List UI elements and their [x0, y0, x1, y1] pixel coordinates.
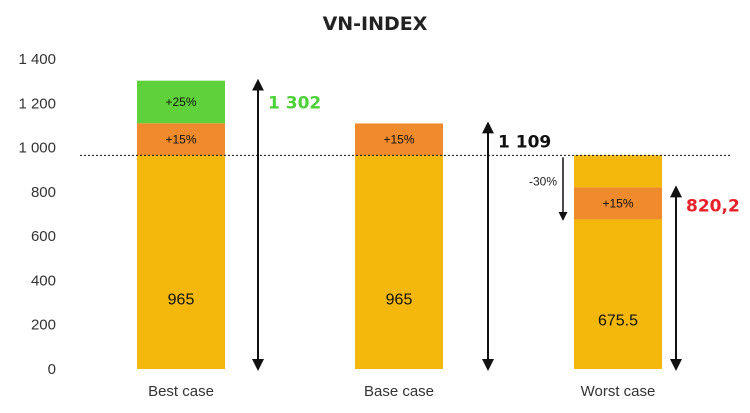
y-tick-label: 1 000: [18, 140, 56, 157]
y-tick-label: 200: [31, 317, 56, 334]
segment-label: 965: [168, 291, 195, 308]
category-label: Best case: [148, 383, 214, 400]
total-label: 1 302: [268, 94, 321, 114]
y-tick-label: 0: [48, 361, 56, 378]
y-axis: 0 200 400 600 800 1 000 1 200 1 400: [18, 51, 56, 378]
bar-segment: [137, 80, 225, 124]
bar-segment: [574, 155, 662, 188]
segment-label: +15%: [383, 132, 414, 146]
bar-segment: [137, 123, 225, 156]
y-tick-label: 800: [31, 184, 56, 201]
bar-segment: [137, 155, 225, 369]
y-tick-label: 600: [31, 228, 56, 245]
y-tick-label: 1 400: [18, 51, 56, 68]
bar-segment: [574, 219, 662, 369]
bar-segment: [574, 187, 662, 220]
y-tick-label: 400: [31, 272, 56, 289]
y-tick-label: 1 200: [18, 95, 56, 112]
segment-label: +25%: [165, 95, 196, 109]
segment-label: +15%: [602, 196, 633, 210]
x-axis: Best case Base case Worst case: [148, 383, 655, 400]
chart-title: VN-INDEX: [323, 13, 428, 35]
total-label: 820,2: [686, 196, 740, 216]
bars: 965 +15% +25% 965 +15% 675.5 +15%: [137, 80, 662, 369]
category-label: Base case: [364, 383, 434, 400]
bar-1: 965 +15%: [355, 123, 443, 369]
bar-2: 675.5 +15%: [574, 155, 662, 369]
annotations: 1 302 1 109 820,2 -30%: [252, 78, 740, 371]
bar-0: 965 +15% +25%: [137, 80, 225, 369]
segment-label: 965: [386, 291, 413, 308]
bar-segment: [355, 155, 443, 369]
category-label: Worst case: [581, 383, 656, 400]
segment-label: +15%: [165, 132, 196, 146]
drop-label: -30%: [529, 174, 557, 188]
bar-segment: [355, 123, 443, 156]
segment-label: 675.5: [598, 313, 638, 330]
total-label: 1 109: [498, 132, 551, 152]
